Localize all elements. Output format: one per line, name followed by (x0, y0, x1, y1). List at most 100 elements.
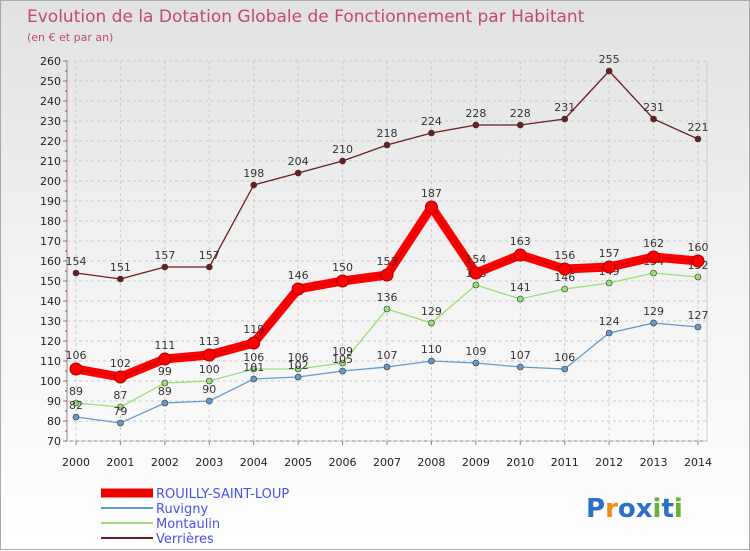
data-label: 153 (377, 255, 398, 268)
proxiti-logo: Proxiti (586, 494, 683, 524)
data-point (205, 397, 213, 405)
data-label: 100 (199, 363, 220, 376)
data-point (117, 403, 124, 411)
data-point (380, 268, 394, 282)
data-label: 102 (288, 359, 309, 372)
data-point (428, 129, 435, 137)
legend-label: Montaulin (156, 517, 220, 532)
x-tick-label: 2007 (373, 456, 401, 469)
y-tick-label: 240 (40, 95, 61, 108)
series-group: 154 151 157 157 198 204 210 218 224 228 228 231 255 2… (66, 53, 709, 427)
data-point (650, 319, 657, 327)
data-label: 89 (158, 385, 172, 398)
data-label: 127 (688, 309, 709, 322)
data-point (294, 365, 302, 373)
legend-label: Ruvigny (156, 502, 208, 517)
y-tick-label: 70 (47, 435, 61, 448)
data-point (694, 273, 702, 281)
data-label: 228 (510, 107, 531, 120)
data-label: 106 (288, 351, 309, 364)
data-label: 109 (332, 345, 353, 358)
data-point (605, 279, 613, 287)
data-label: 204 (288, 155, 309, 168)
data-label: 146 (288, 269, 309, 282)
data-point (472, 359, 480, 367)
y-tick-label: 90 (47, 395, 61, 408)
data-label: 255 (599, 53, 620, 66)
y-tick-label: 210 (40, 155, 61, 168)
data-label: 224 (421, 115, 442, 128)
data-point (72, 399, 80, 407)
data-label: 102 (110, 357, 131, 370)
data-point (161, 263, 169, 271)
data-label: 105 (332, 353, 353, 366)
data-point (72, 413, 80, 421)
logo-letter: t (661, 494, 673, 524)
data-point (516, 363, 524, 371)
data-point (339, 367, 346, 375)
x-tick-label: 2011 (551, 456, 579, 469)
data-point (336, 274, 350, 288)
legend-label: ROUILLY-SAINT-LOUP (156, 487, 289, 502)
data-point (294, 373, 302, 381)
data-point (69, 362, 83, 376)
data-point (558, 262, 572, 276)
data-point (469, 266, 483, 280)
data-point (694, 135, 702, 143)
data-point (602, 260, 616, 274)
data-label: 82 (69, 399, 83, 412)
data-label: 198 (243, 167, 264, 180)
data-point (383, 141, 391, 149)
data-point (561, 285, 569, 293)
logo-letter: P (586, 494, 605, 524)
y-tick-label: 250 (40, 75, 61, 88)
data-label: 221 (688, 121, 709, 134)
y-tick-label: 260 (40, 55, 61, 68)
data-point (205, 377, 213, 385)
data-label: 154 (66, 255, 87, 268)
data-label: 154 (465, 253, 486, 266)
data-label: 101 (243, 361, 264, 374)
data-label: 151 (110, 261, 131, 274)
x-tick-label: 2002 (151, 456, 179, 469)
data-point (202, 348, 216, 362)
series-ruvigny: 82 79 89 90 101 102 105 107 110 109 107 106 124 129 12… (69, 305, 709, 427)
data-point (113, 370, 127, 384)
data-label: 111 (154, 339, 175, 352)
x-tick-label: 2004 (240, 456, 268, 469)
data-point (472, 121, 480, 129)
data-point (205, 263, 213, 271)
data-point (247, 336, 261, 350)
data-point (250, 375, 258, 383)
x-tick-label: 2005 (284, 456, 312, 469)
data-point (383, 363, 391, 371)
x-tick-label: 2003 (195, 456, 223, 469)
data-label: 157 (154, 249, 175, 262)
data-point (424, 200, 438, 214)
y-tick-label: 100 (40, 375, 61, 388)
data-point (605, 329, 613, 337)
logo-letter: i (653, 494, 662, 524)
x-tick-label: 2009 (462, 456, 490, 469)
data-point (472, 281, 480, 289)
y-tick-label: 110 (40, 355, 61, 368)
data-point (161, 379, 169, 387)
y-axis-ticks: 70 80 90 100 110 120 130 140 150 160 170 180 190 200 2… (40, 55, 67, 448)
y-tick-label: 130 (40, 315, 61, 328)
data-label: 218 (377, 127, 398, 140)
data-label: 106 (554, 351, 575, 364)
x-tick-label: 2001 (106, 456, 134, 469)
data-label: 228 (465, 107, 486, 120)
y-tick-label: 140 (40, 295, 61, 308)
data-point (561, 365, 569, 373)
x-tick-label: 2008 (417, 456, 445, 469)
data-label: 187 (421, 187, 442, 200)
data-point (339, 157, 346, 165)
data-label: 156 (554, 249, 575, 262)
data-point (516, 121, 524, 129)
logo-letter: x (636, 494, 653, 524)
data-point (513, 248, 527, 262)
data-point (650, 269, 657, 277)
